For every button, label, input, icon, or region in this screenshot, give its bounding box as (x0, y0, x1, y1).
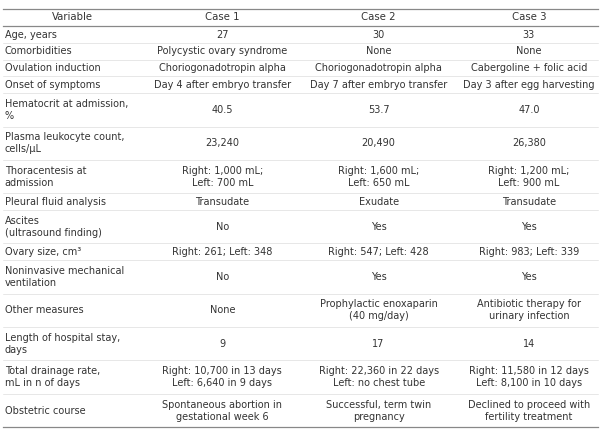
Text: Day 3 after egg harvesting: Day 3 after egg harvesting (463, 80, 594, 90)
Text: Day 4 after embryo transfer: Day 4 after embryo transfer (154, 80, 291, 90)
Text: 17: 17 (373, 339, 385, 349)
Text: 47.0: 47.0 (518, 105, 540, 115)
Text: Yes: Yes (521, 222, 537, 232)
Text: Variable: Variable (52, 13, 93, 23)
Text: Case 1: Case 1 (205, 13, 240, 23)
Text: Right: 10,700 in 13 days
Left: 6,640 in 9 days: Right: 10,700 in 13 days Left: 6,640 in … (162, 366, 282, 388)
Text: None: None (366, 46, 391, 56)
Text: Obstetric course: Obstetric course (5, 405, 85, 416)
Text: Transudate: Transudate (195, 197, 249, 207)
Text: Prophylactic enoxaparin
(40 mg/day): Prophylactic enoxaparin (40 mg/day) (320, 300, 438, 321)
Text: Total drainage rate,
mL in n of days: Total drainage rate, mL in n of days (5, 366, 100, 388)
Text: No: No (216, 222, 229, 232)
Text: None: None (210, 305, 235, 315)
Text: Right: 547; Left: 428: Right: 547; Left: 428 (328, 247, 429, 257)
Text: Noninvasive mechanical
ventilation: Noninvasive mechanical ventilation (5, 266, 124, 288)
Text: Spontaneous abortion in
gestational week 6: Spontaneous abortion in gestational week… (162, 399, 282, 422)
Text: Choriogonadotropin alpha: Choriogonadotropin alpha (315, 63, 442, 73)
Text: Right: 1,000 mL;
Left: 700 mL: Right: 1,000 mL; Left: 700 mL (182, 166, 263, 187)
Text: 26,380: 26,380 (512, 138, 546, 148)
Text: Day 7 after embryo transfer: Day 7 after embryo transfer (310, 80, 447, 90)
Text: Transudate: Transudate (502, 197, 556, 207)
Text: Right: 11,580 in 12 days
Left: 8,100 in 10 days: Right: 11,580 in 12 days Left: 8,100 in … (469, 366, 589, 388)
Text: Onset of symptoms: Onset of symptoms (5, 80, 100, 90)
Text: Right: 983; Left: 339: Right: 983; Left: 339 (479, 247, 579, 257)
Text: Cabergoline + folic acid: Cabergoline + folic acid (471, 63, 587, 73)
Text: Yes: Yes (371, 222, 386, 232)
Text: Successful, term twin
pregnancy: Successful, term twin pregnancy (326, 399, 432, 422)
Text: Polycystic ovary syndrome: Polycystic ovary syndrome (157, 46, 287, 56)
Text: 30: 30 (373, 30, 385, 40)
Text: 9: 9 (219, 339, 225, 349)
Text: Comorbidities: Comorbidities (5, 46, 73, 56)
Text: Ovary size, cm³: Ovary size, cm³ (5, 247, 81, 257)
Text: Choriogonadotropin alpha: Choriogonadotropin alpha (159, 63, 286, 73)
Text: Case 3: Case 3 (511, 13, 546, 23)
Text: 20,490: 20,490 (362, 138, 395, 148)
Text: Hematocrit at admission,
%: Hematocrit at admission, % (5, 99, 128, 121)
Text: Yes: Yes (521, 272, 537, 282)
Text: Pleural fluid analysis: Pleural fluid analysis (5, 197, 106, 207)
Text: Case 2: Case 2 (361, 13, 396, 23)
Text: 27: 27 (216, 30, 228, 40)
Text: Other measures: Other measures (5, 305, 84, 315)
Text: Age, years: Age, years (5, 30, 56, 40)
Text: 53.7: 53.7 (368, 105, 389, 115)
Text: Right: 1,600 mL;
Left: 650 mL: Right: 1,600 mL; Left: 650 mL (338, 166, 419, 187)
Text: Exudate: Exudate (359, 197, 398, 207)
Text: Declined to proceed with
fertility treatment: Declined to proceed with fertility treat… (468, 399, 590, 422)
Text: 40.5: 40.5 (212, 105, 233, 115)
Text: Right: 1,200 mL;
Left: 900 mL: Right: 1,200 mL; Left: 900 mL (488, 166, 570, 187)
Text: Plasma leukocyte count,
cells/μL: Plasma leukocyte count, cells/μL (5, 132, 124, 154)
Text: Yes: Yes (371, 272, 386, 282)
Text: Length of hospital stay,
days: Length of hospital stay, days (5, 333, 120, 355)
Text: Ascites
(ultrasound finding): Ascites (ultrasound finding) (5, 216, 102, 238)
Text: Thoracentesis at
admission: Thoracentesis at admission (5, 166, 87, 187)
Text: No: No (216, 272, 229, 282)
Text: Antibiotic therapy for
urinary infection: Antibiotic therapy for urinary infection (477, 300, 581, 321)
Text: 33: 33 (523, 30, 535, 40)
Text: 23,240: 23,240 (206, 138, 239, 148)
Text: None: None (516, 46, 542, 56)
Text: Right: 261; Left: 348: Right: 261; Left: 348 (172, 247, 273, 257)
Text: Ovulation induction: Ovulation induction (5, 63, 100, 73)
Text: Right: 22,360 in 22 days
Left: no chest tube: Right: 22,360 in 22 days Left: no chest … (319, 366, 439, 388)
Text: 14: 14 (523, 339, 535, 349)
